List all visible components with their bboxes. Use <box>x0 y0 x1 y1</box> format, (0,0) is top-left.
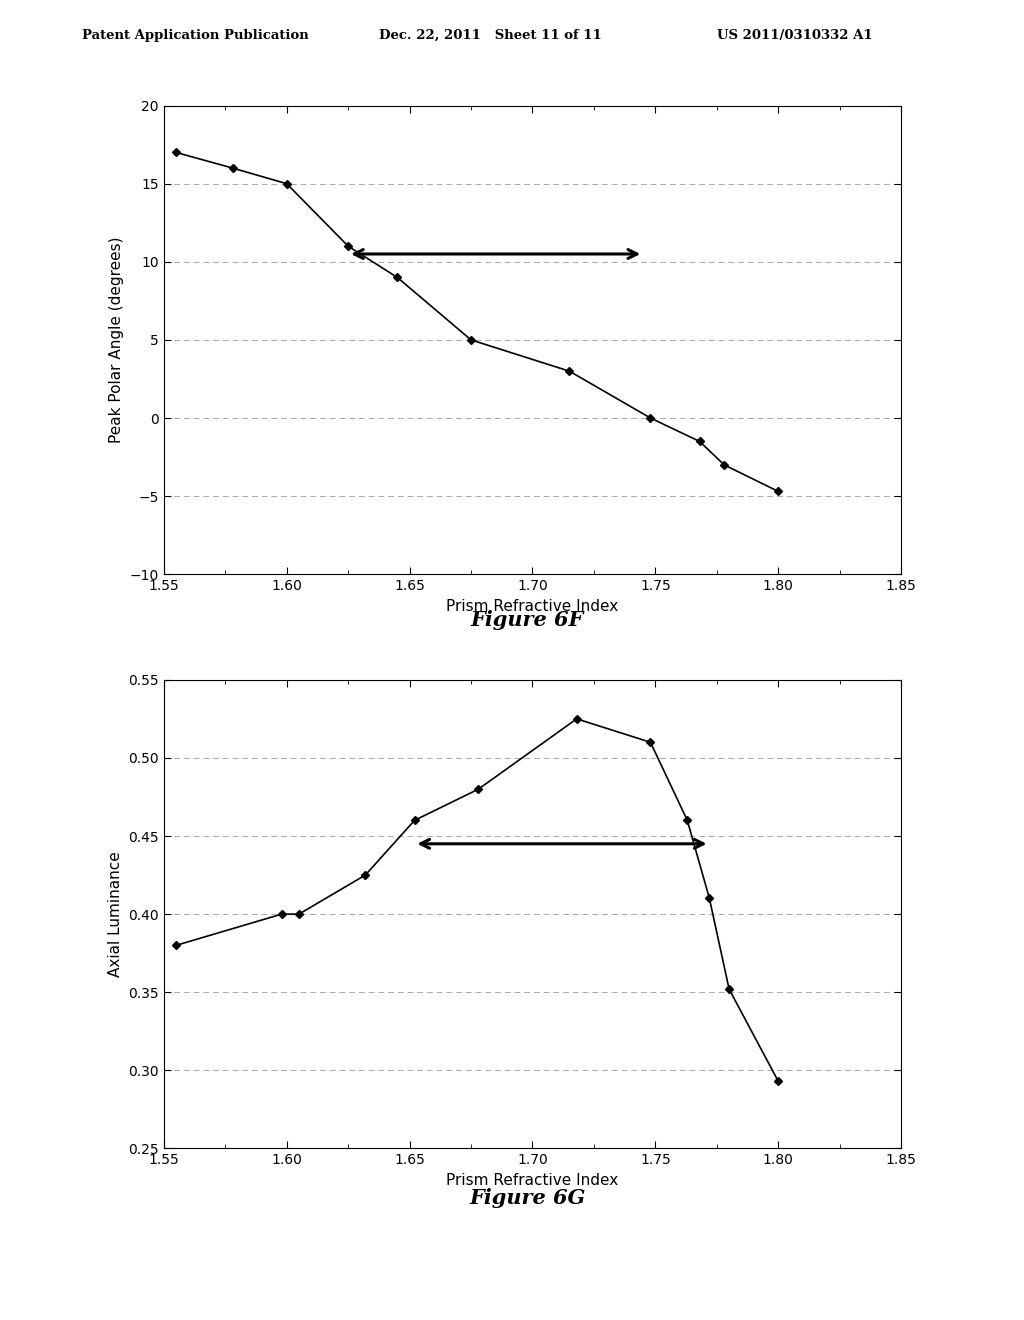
Text: US 2011/0310332 A1: US 2011/0310332 A1 <box>717 29 872 42</box>
Text: Figure 6G: Figure 6G <box>469 1188 586 1208</box>
Text: Dec. 22, 2011   Sheet 11 of 11: Dec. 22, 2011 Sheet 11 of 11 <box>379 29 602 42</box>
Y-axis label: Axial Luminance: Axial Luminance <box>108 851 123 977</box>
X-axis label: Prism Refractive Index: Prism Refractive Index <box>446 1172 618 1188</box>
Text: Figure 6F: Figure 6F <box>471 610 584 630</box>
X-axis label: Prism Refractive Index: Prism Refractive Index <box>446 598 618 614</box>
Y-axis label: Peak Polar Angle (degrees): Peak Polar Angle (degrees) <box>110 236 124 444</box>
Text: Patent Application Publication: Patent Application Publication <box>82 29 308 42</box>
